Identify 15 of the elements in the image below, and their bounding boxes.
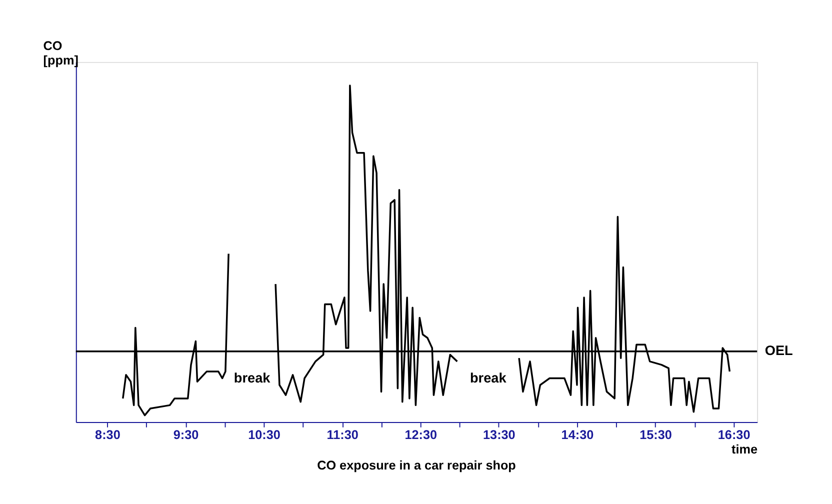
x-tick-label: 15:30 [640,428,672,442]
x-tick-label: 14:30 [561,428,594,442]
x-axis-title: time [732,442,758,457]
x-tick-label: 13:30 [483,428,516,442]
x-tick-label: 8:30 [95,428,120,442]
annotation: break [234,370,271,386]
x-tick-label: 12:30 [404,428,438,442]
x-tick-label: 16:30 [718,428,750,442]
annotation: break [470,370,507,386]
text: CO exposure in a car repair shop [317,458,516,473]
x-tick-label: 11:30 [326,428,358,442]
x-tick-label: 9:30 [173,428,199,442]
ref-line-label: OEL [764,343,793,358]
y-axis-title: CO [ppm] [43,38,78,68]
x-tick-label: 10:30 [248,428,280,442]
